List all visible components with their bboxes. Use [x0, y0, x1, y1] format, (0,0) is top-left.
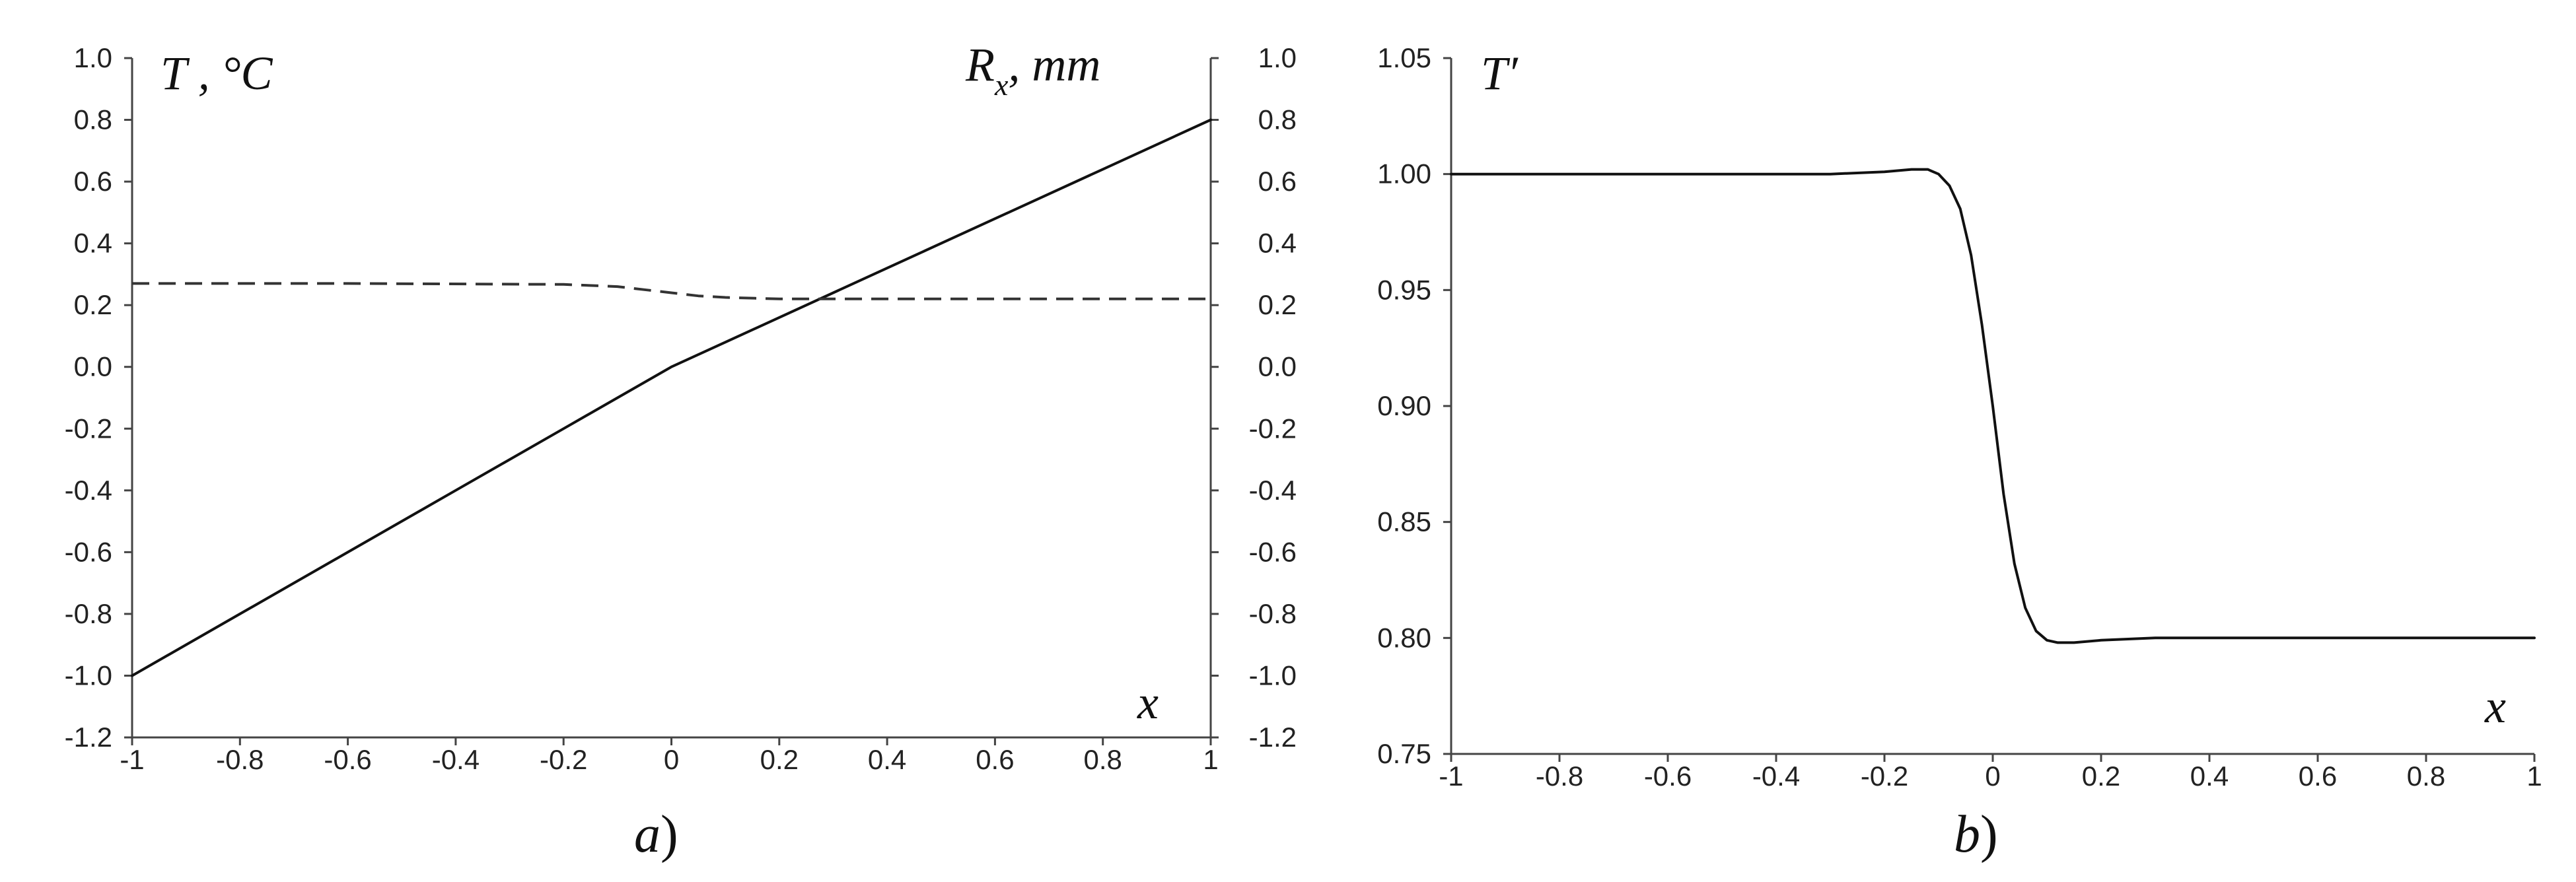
chart-a-x-tick-label: 0: [664, 744, 679, 775]
chart-a-y-tick-label: 0.6: [74, 166, 112, 197]
chart-a-axes: [131, 58, 1212, 739]
chart-a-y-right-tick-label: -1.0: [1249, 660, 1297, 691]
chart-a-y-tick-label: -0.2: [65, 413, 112, 444]
chart-a-y-right-tick-label: 0.2: [1258, 289, 1297, 320]
chart-b-panel-letter: b: [1954, 805, 1980, 864]
chart-a-y-right-tick-label: 0.8: [1258, 104, 1297, 135]
chart-b-y-tick-label: 0.80: [1377, 622, 1431, 653]
chart-b-y-tick-label: 0.85: [1377, 506, 1431, 537]
chart-a-x-tick-label: -0.6: [324, 744, 371, 775]
chart-a-x-label: x: [1137, 676, 1159, 729]
chart-a-panel-paren: ): [661, 805, 678, 864]
chart-b-y-tick-label: 0.90: [1377, 390, 1431, 421]
chart-a-y-tick-label: 0.2: [74, 289, 112, 320]
chart-a-y-tick-label: 0.4: [74, 228, 112, 259]
chart-a-y-label-right-unit: , mm: [1008, 38, 1100, 91]
chart-a-series-line-solid: [131, 118, 1212, 677]
chart-b-x-tick-label: -0.6: [1644, 761, 1692, 792]
chart-a-y-label-right-subscript: x: [994, 68, 1009, 102]
chart-a-y-label-left: T , °C: [161, 47, 273, 100]
chart-a-y-right-tick-label: 0.6: [1258, 166, 1297, 197]
chart-b-x-tick-label: 0.6: [2299, 761, 2337, 792]
chart-a-x-tick-label: -1: [120, 744, 144, 775]
chart-a-series-line-dashed: [132, 282, 1211, 300]
chart-a-y-right-tick-label: 1.0: [1258, 42, 1297, 73]
chart-b-x-tick-label: -0.2: [1861, 761, 1908, 792]
chart-b-series-line-solid: [1450, 168, 2536, 644]
chart-b-x-tick-label: 0.8: [2407, 761, 2445, 792]
chart-b-y-tick-label: 1.05: [1377, 42, 1431, 73]
chart-b-x-tick-label: 0: [1985, 761, 2000, 792]
chart-b-x-tick-label: -0.8: [1536, 761, 1583, 792]
chart-b-y-ticks: 0.75 0.80 0.85 0.90 0.95 1.00 1.05: [1377, 42, 1451, 769]
chart-a-y-right-tick-label: -0.6: [1249, 536, 1297, 567]
chart-a-x-tick-label: -0.2: [540, 744, 587, 775]
chart-b-x-tick-label: 0.2: [2082, 761, 2120, 792]
chart-b-x-tick-label: -0.4: [1752, 761, 1800, 792]
chart-a-y-tick-label: 0.0: [74, 351, 112, 382]
chart-b-x-label: x: [2484, 680, 2506, 733]
chart-a-y-ticks-right: -1.2 -1.0 -0.8 -0.6 -0.4 -0.2 0.0 0.2 0.4 0.6 0.8 1…: [1211, 42, 1297, 753]
chart-a-y-tick-label: -1.2: [65, 722, 112, 753]
chart-a-y-right-tick-label: -0.4: [1249, 475, 1297, 506]
chart-a-y-ticks-left: -1.2 -1.0 -0.8 -0.6 -0.4 -0.2 0.0 0.2 0.4 0.6 0.8 1…: [65, 42, 132, 753]
chart-a-y-right-tick-label: -0.2: [1249, 413, 1297, 444]
chart-a-series: [131, 118, 1212, 677]
chart-a-y-right-tick-label: 0.4: [1258, 228, 1297, 259]
chart-b-panel-paren: ): [1980, 805, 1998, 864]
chart-a-panel-label: a): [634, 805, 678, 864]
chart-a-y-label-right: Rx, mm: [965, 38, 1100, 102]
chart-a-x-tick-label: 0.6: [976, 744, 1014, 775]
chart-a-y-right-tick-label: -1.2: [1249, 722, 1297, 753]
chart-a-x-tick-label: -0.8: [216, 744, 264, 775]
chart-b-x-tick-label: 1: [2526, 761, 2542, 792]
chart-b-x-ticks: -1 -0.8 -0.6 -0.4 -0.2 0 0.2 0.4 0.6 0.8 1: [1439, 754, 2542, 792]
chart-b-y-tick-label: 1.00: [1377, 158, 1431, 189]
chart-a: -1 -0.8 -0.6 -0.4 -0.2 0 0.2 0.4 0.6 0.8 1 -1.2-1.…: [65, 38, 1297, 864]
chart-b-x-tick-label: -1: [1439, 761, 1463, 792]
chart-a-x-tick-label: 0.4: [868, 744, 906, 775]
chart-b-panel-label: b): [1954, 805, 1998, 864]
chart-a-x-tick-label: -0.4: [432, 744, 480, 775]
chart-b-y-tick-label: 0.95: [1377, 274, 1431, 305]
chart-a-x-ticks: -1 -0.8 -0.6 -0.4 -0.2 0 0.2 0.4 0.6 0.8 1: [120, 737, 1219, 775]
chart-b-series: [1450, 168, 2536, 644]
chart-a-y-tick-label: -0.8: [65, 598, 112, 629]
chart-a-panel-letter: a: [634, 805, 661, 864]
chart-b-y-tick-label: 0.75: [1377, 738, 1431, 769]
chart-a-y-tick-label: 0.8: [74, 104, 112, 135]
chart-b: -1 -0.8 -0.6 -0.4 -0.2 0 0.2 0.4 0.6 0.8 1 0.75 0.8…: [1377, 42, 2542, 864]
chart-a-y-tick-label: -0.6: [65, 536, 112, 567]
chart-a-y-tick-label: -1.0: [65, 660, 112, 691]
chart-a-x-tick-label: 1: [1203, 744, 1218, 775]
chart-a-x-tick-label: 0.2: [760, 744, 799, 775]
chart-a-y-label-right-symbol: R: [965, 38, 995, 91]
chart-a-y-right-tick-label: 0.0: [1258, 351, 1297, 382]
chart-a-x-tick-label: 0.8: [1084, 744, 1122, 775]
chart-b-x-tick-label: 0.4: [2190, 761, 2229, 792]
chart-a-y-tick-label: -0.4: [65, 475, 112, 506]
chart-a-y-tick-label: 1.0: [74, 42, 112, 73]
chart-a-y-right-tick-label: -0.8: [1249, 598, 1297, 629]
chart-b-y-label: T′: [1481, 47, 1519, 100]
